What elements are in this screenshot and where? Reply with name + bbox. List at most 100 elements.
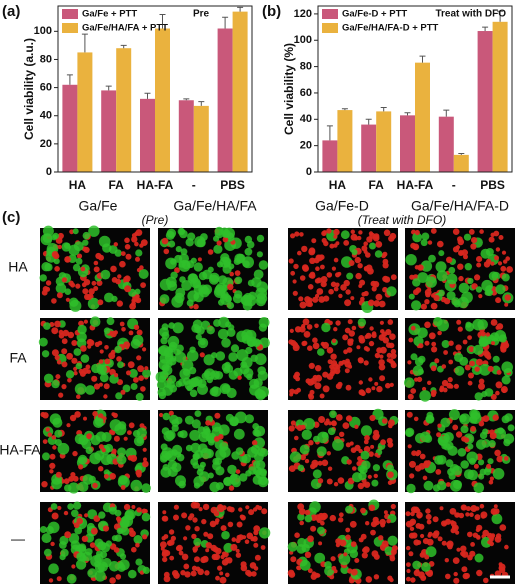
cell [119,260,126,268]
cell [133,377,139,383]
cell [463,254,468,260]
cell [460,550,466,557]
cell [208,274,220,285]
cell [451,297,460,306]
cell [454,512,460,518]
cell [310,377,317,385]
cell [58,392,64,398]
cell [479,503,485,509]
cell [345,505,354,514]
cell [211,553,218,561]
cell [470,542,475,547]
cell [61,384,67,390]
x-tick-label: FA [109,178,125,192]
cell [289,451,302,463]
cell [476,524,483,531]
cell [302,318,310,326]
cell [93,383,101,390]
cell [460,545,467,552]
cell [43,322,51,330]
cell [70,472,76,478]
cell [453,577,460,584]
error-bar [105,85,112,91]
cell [229,417,239,427]
row-label: HA [8,259,28,275]
cell [83,279,91,286]
cell [427,240,433,245]
cell [89,452,102,465]
cell [470,409,481,420]
cell [503,259,508,264]
cell [306,324,313,330]
cell [320,276,328,283]
cell [304,296,311,303]
cell [406,483,416,494]
cell [228,352,238,362]
cell [210,506,218,514]
cell [430,293,436,298]
cell [114,373,119,378]
cell [179,430,188,439]
cell [390,274,397,281]
cell [297,537,307,547]
cell [109,473,116,480]
cell [363,266,370,272]
cell [406,562,411,567]
cell [343,349,348,355]
cell [255,287,268,300]
cell [137,365,145,373]
cell [320,341,325,347]
cell [437,319,449,332]
x-tick-label: PBS [480,178,505,192]
cell [304,514,313,523]
cell [288,571,296,578]
cell [338,512,344,518]
cell [365,576,373,583]
cell [197,337,209,349]
cell [163,430,175,442]
cell [253,542,259,548]
cell [333,257,339,263]
cell [372,464,380,472]
cell [70,282,76,288]
bar [322,140,338,172]
cell [419,390,431,402]
cell [461,505,466,510]
cell [256,251,263,258]
cell [80,345,87,352]
cell [330,353,337,360]
cell [57,505,62,511]
error-bar [482,26,489,32]
cell [378,334,386,341]
cell [373,553,380,560]
cell [350,229,355,234]
cell [298,508,306,515]
cell [468,372,474,379]
cell [314,514,322,521]
cell [159,412,164,418]
cell [409,460,416,468]
cell [344,368,350,374]
cell [101,448,106,453]
cell [199,352,205,358]
cell [109,506,117,515]
cell [213,319,221,327]
cell [494,427,506,440]
cell [492,414,499,421]
cell [358,380,363,385]
cell [290,270,296,276]
cell [446,256,453,263]
cell [505,256,511,261]
cell [314,382,322,390]
error-bar [81,33,88,53]
x-tick-label: HA [69,178,87,192]
cell [86,369,91,374]
cell [161,237,169,245]
cell [56,292,63,299]
cell [210,370,220,381]
cell [76,552,86,562]
cell [346,459,352,465]
cell [72,263,81,272]
cell [124,275,131,283]
cell [365,387,372,394]
